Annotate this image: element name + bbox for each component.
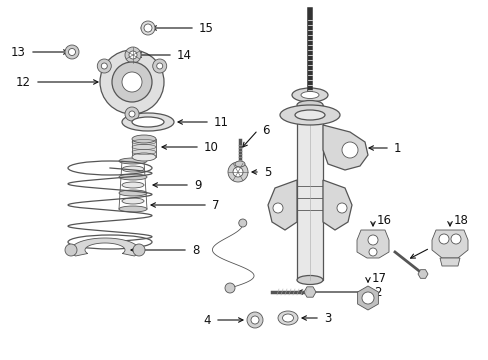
Polygon shape [357, 286, 378, 310]
Polygon shape [71, 238, 139, 256]
Ellipse shape [119, 174, 147, 180]
Circle shape [367, 235, 377, 245]
Ellipse shape [122, 198, 143, 204]
Circle shape [238, 219, 246, 227]
Ellipse shape [278, 311, 297, 325]
Ellipse shape [132, 153, 156, 161]
Polygon shape [323, 125, 367, 170]
Circle shape [361, 292, 373, 304]
Circle shape [112, 62, 152, 102]
Ellipse shape [132, 117, 163, 127]
Ellipse shape [282, 314, 293, 322]
Circle shape [438, 234, 448, 244]
Text: 11: 11 [214, 116, 228, 129]
Text: 8: 8 [192, 243, 199, 256]
Text: 9: 9 [194, 179, 201, 192]
Circle shape [250, 316, 259, 324]
Ellipse shape [119, 158, 147, 164]
Ellipse shape [122, 182, 143, 188]
Circle shape [450, 234, 460, 244]
Ellipse shape [141, 25, 155, 31]
Circle shape [129, 111, 135, 117]
Text: 18: 18 [453, 213, 468, 226]
Text: 15: 15 [199, 22, 213, 35]
Text: 1: 1 [393, 141, 401, 154]
Text: 3: 3 [324, 311, 331, 324]
Polygon shape [267, 180, 296, 230]
Circle shape [232, 167, 243, 177]
Polygon shape [323, 180, 351, 230]
Circle shape [227, 162, 247, 182]
Text: 17: 17 [371, 271, 386, 284]
Circle shape [341, 142, 357, 158]
Ellipse shape [119, 190, 147, 196]
Circle shape [101, 63, 107, 69]
Circle shape [224, 283, 235, 293]
Circle shape [272, 203, 283, 213]
Circle shape [246, 312, 263, 328]
Circle shape [141, 21, 155, 35]
Circle shape [122, 72, 142, 92]
Circle shape [125, 47, 141, 63]
Circle shape [368, 248, 376, 256]
Circle shape [133, 244, 145, 256]
Ellipse shape [122, 166, 143, 172]
Circle shape [336, 203, 346, 213]
Circle shape [65, 244, 77, 256]
Ellipse shape [291, 88, 327, 102]
Text: 7: 7 [212, 198, 219, 212]
Ellipse shape [296, 275, 323, 284]
Text: 13: 13 [11, 45, 26, 59]
Circle shape [65, 45, 79, 59]
Circle shape [129, 51, 137, 59]
Text: 6: 6 [262, 123, 269, 136]
Ellipse shape [132, 135, 156, 143]
Circle shape [97, 59, 111, 73]
Ellipse shape [294, 110, 325, 120]
Polygon shape [417, 270, 427, 278]
Circle shape [100, 50, 163, 114]
Ellipse shape [119, 206, 147, 212]
Bar [296, 105, 323, 280]
Text: 19: 19 [433, 242, 448, 255]
Ellipse shape [296, 100, 323, 109]
Ellipse shape [235, 161, 244, 167]
Text: 14: 14 [177, 49, 192, 62]
Text: 5: 5 [264, 166, 271, 179]
Circle shape [152, 59, 166, 73]
Text: 12: 12 [16, 76, 31, 89]
Circle shape [143, 24, 152, 32]
Circle shape [68, 49, 75, 55]
Text: 10: 10 [203, 140, 219, 153]
Polygon shape [356, 230, 388, 258]
Text: 2: 2 [373, 285, 381, 298]
Polygon shape [439, 258, 459, 266]
Ellipse shape [280, 105, 339, 125]
Polygon shape [431, 230, 467, 258]
Ellipse shape [301, 91, 318, 99]
Bar [132, 139, 156, 157]
Text: 16: 16 [376, 213, 391, 226]
Circle shape [125, 107, 139, 121]
Circle shape [156, 63, 163, 69]
Text: 4: 4 [203, 314, 210, 327]
Polygon shape [304, 287, 315, 297]
Ellipse shape [122, 113, 174, 131]
